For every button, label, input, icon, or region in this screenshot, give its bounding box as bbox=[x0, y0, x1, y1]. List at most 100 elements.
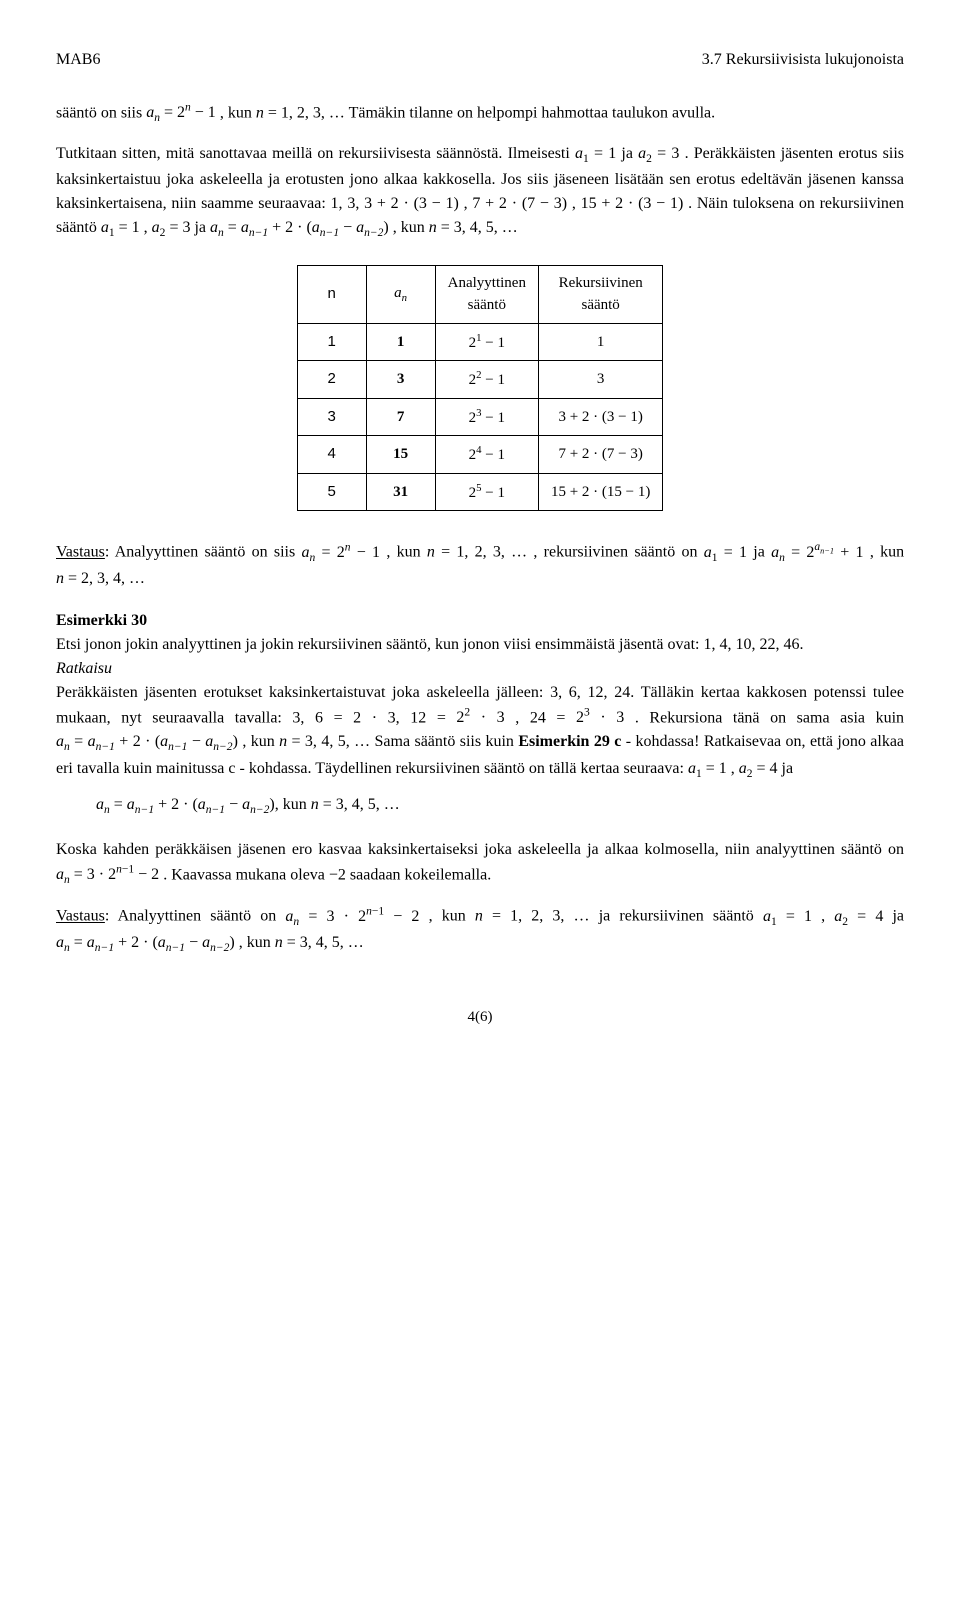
ex-body-t8: ja bbox=[782, 760, 794, 777]
table-row: 53125 − 115 + 2 · (15 − 1) bbox=[297, 473, 663, 511]
cell-analytic: 24 − 1 bbox=[435, 436, 538, 474]
ex-body-eq5: a1 = 1 bbox=[688, 760, 727, 777]
p4-t1: Koska kahden peräkkäisen jäsenen ero kas… bbox=[56, 841, 904, 858]
col-an: an bbox=[366, 265, 435, 323]
p2-t7: , bbox=[144, 219, 152, 236]
p3-eq2: n = 1, 2, 3, … bbox=[427, 544, 527, 561]
p5-eq6: n = 3, 4, 5, … bbox=[275, 934, 364, 951]
ex-body-t2: , 24 = bbox=[515, 709, 576, 726]
cell-n: 5 bbox=[297, 473, 366, 511]
example-30-title: Esimerkki 30 bbox=[56, 612, 147, 629]
p3-eq1: an = 2n − 1 bbox=[301, 544, 380, 561]
p5-t4: , bbox=[821, 908, 834, 925]
p3-t4: ja bbox=[753, 544, 771, 561]
p2-t5: , bbox=[572, 195, 581, 212]
p5-eq5: an = an−1 + 2 · (an−1 − an−2) bbox=[56, 934, 235, 951]
table-header-row: n an Analyyttinensääntö Rekursiivinensää… bbox=[297, 265, 663, 323]
ex-body-eq3: an = an−1 + 2 · (an−1 − an−2) bbox=[56, 733, 238, 750]
cell-n: 2 bbox=[297, 361, 366, 399]
p5-eq2: n = 1, 2, 3, … bbox=[475, 908, 590, 925]
p1-t3: Tämäkin tilanne on helpompi hahmottaa ta… bbox=[349, 104, 716, 121]
p3-t5: , kun bbox=[870, 544, 904, 561]
p5-eq4: a2 = 4 bbox=[834, 908, 883, 925]
answer-1-label: Vastaus bbox=[56, 544, 105, 561]
answer-2: Vastaus: Analyyttinen sääntö on an = 3 ·… bbox=[56, 903, 904, 957]
table-row: 3723 − 13 + 2 · (3 − 1) bbox=[297, 398, 663, 436]
cell-an: 15 bbox=[366, 436, 435, 474]
cell-analytic: 21 − 1 bbox=[435, 323, 538, 361]
p1-t1: sääntö on siis bbox=[56, 104, 146, 121]
p2-t8: ja bbox=[194, 219, 210, 236]
cell-an: 1 bbox=[366, 323, 435, 361]
p2-eq8: an = an−1 + 2 · (an−1 − an−2) bbox=[210, 219, 389, 236]
answer-2-label: Vastaus bbox=[56, 908, 105, 925]
p3-eq3: a1 = 1 bbox=[704, 544, 747, 561]
p1-eq1: an = 2n − 1 bbox=[146, 104, 216, 121]
col-recursive: Rekursiivinensääntö bbox=[538, 265, 662, 323]
p5-t3: ja rekursiivinen sääntö bbox=[599, 908, 763, 925]
header-left: MAB6 bbox=[56, 48, 100, 72]
p4-t2: . Kaavassa mukana oleva −2 saadaan kokei… bbox=[163, 866, 491, 883]
p1-eq2: n = 1, 2, 3, … bbox=[256, 104, 345, 121]
ex-body-t3: . Rekursiona tänä on sama asia kuin bbox=[635, 709, 904, 726]
p2-eq4: 7 + 2 · (7 − 3) bbox=[472, 195, 567, 212]
page-number: 4(6) bbox=[56, 1006, 904, 1029]
cell-n: 1 bbox=[297, 323, 366, 361]
paragraph-1: sääntö on siis an = 2n − 1 , kun n = 1, … bbox=[56, 100, 904, 128]
sequence-table: n an Analyyttinensääntö Rekursiivinensää… bbox=[297, 265, 664, 512]
p2-eq9: n = 3, 4, 5, … bbox=[429, 219, 518, 236]
p2-eq5: 15 + 2 · (3 − 1) bbox=[581, 195, 684, 212]
cell-analytic: 25 − 1 bbox=[435, 473, 538, 511]
p5-eq1: an = 3 · 2n−1 − 2 bbox=[285, 908, 419, 925]
ex-body-t4: , kun bbox=[242, 733, 279, 750]
p3-t2: , kun bbox=[386, 544, 427, 561]
cell-recursive: 7 + 2 · (7 − 3) bbox=[538, 436, 662, 474]
answer-1: Vastaus: Analyyttinen sääntö on siis an … bbox=[56, 539, 904, 591]
cell-an: 3 bbox=[366, 361, 435, 399]
ex-body-eq6: a2 = 4 bbox=[739, 760, 778, 777]
displayed-equation: an = an−1 + 2 · (an−1 − an−2), kun n = 3… bbox=[96, 793, 904, 819]
ex-eq-disp: an = an−1 + 2 · (an−1 − an−2), kun n = 3… bbox=[96, 796, 400, 813]
p2-eq7: a2 = 3 bbox=[152, 219, 191, 236]
p4-eq1: an = 3 · 2n−1 − 2 bbox=[56, 866, 159, 883]
p2-t2: ja bbox=[621, 145, 638, 162]
cell-analytic: 22 − 1 bbox=[435, 361, 538, 399]
p3-t3: , rekursiivinen sääntö on bbox=[533, 544, 703, 561]
example-30: Esimerkki 30 Etsi jonon jokin analyyttin… bbox=[56, 609, 904, 783]
header-right: 3.7 Rekursiivisista lukujonoista bbox=[702, 48, 904, 72]
col-n: n bbox=[297, 265, 366, 323]
table-row: 2322 − 13 bbox=[297, 361, 663, 399]
ratkaisu-label: Ratkaisu bbox=[56, 660, 112, 677]
cell-n: 4 bbox=[297, 436, 366, 474]
ex-body-eq2: 23 · 3 bbox=[576, 709, 624, 726]
p2-eq2: a2 = 3 bbox=[638, 145, 679, 162]
p2-eq1: a1 = 1 bbox=[575, 145, 616, 162]
p2-t9: , kun bbox=[393, 219, 429, 236]
p5-t5: ja bbox=[892, 908, 904, 925]
cell-an: 7 bbox=[366, 398, 435, 436]
p5-t6: , kun bbox=[239, 934, 275, 951]
page-header: MAB6 3.7 Rekursiivisista lukujonoista bbox=[56, 48, 904, 72]
cell-recursive: 1 bbox=[538, 323, 662, 361]
ex-body-bold: Esimerkin 29 c bbox=[518, 733, 621, 750]
p3-t1: : Analyyttinen sääntö on siis bbox=[105, 544, 302, 561]
p5-t1: : Analyyttinen sääntö on bbox=[105, 908, 286, 925]
cell-an: 31 bbox=[366, 473, 435, 511]
paragraph-4: Koska kahden peräkkäisen jäsenen ero kas… bbox=[56, 838, 904, 890]
cell-analytic: 23 − 1 bbox=[435, 398, 538, 436]
table-row: 41524 − 17 + 2 · (7 − 3) bbox=[297, 436, 663, 474]
p3-eq4: an = 2an−1 + 1 bbox=[771, 544, 863, 561]
p5-t2: , kun bbox=[429, 908, 475, 925]
p5-eq3: a1 = 1 bbox=[763, 908, 812, 925]
ex-body-eq1: 22 · 3 bbox=[456, 709, 504, 726]
p1-t2: , kun bbox=[220, 104, 256, 121]
cell-recursive: 3 + 2 · (3 − 1) bbox=[538, 398, 662, 436]
paragraph-2: Tutkitaan sitten, mitä sanottavaa meillä… bbox=[56, 142, 904, 243]
cell-n: 3 bbox=[297, 398, 366, 436]
ex-body-eq4: n = 3, 4, 5, … bbox=[279, 733, 370, 750]
p2-t1: Tutkitaan sitten, mitä sanottavaa meillä… bbox=[56, 145, 575, 162]
p3-eq5: n = 2, 3, 4, … bbox=[56, 570, 145, 587]
cell-recursive: 3 bbox=[538, 361, 662, 399]
table-row: 1121 − 11 bbox=[297, 323, 663, 361]
ex-body-t5: Sama sääntö siis kuin bbox=[375, 733, 519, 750]
